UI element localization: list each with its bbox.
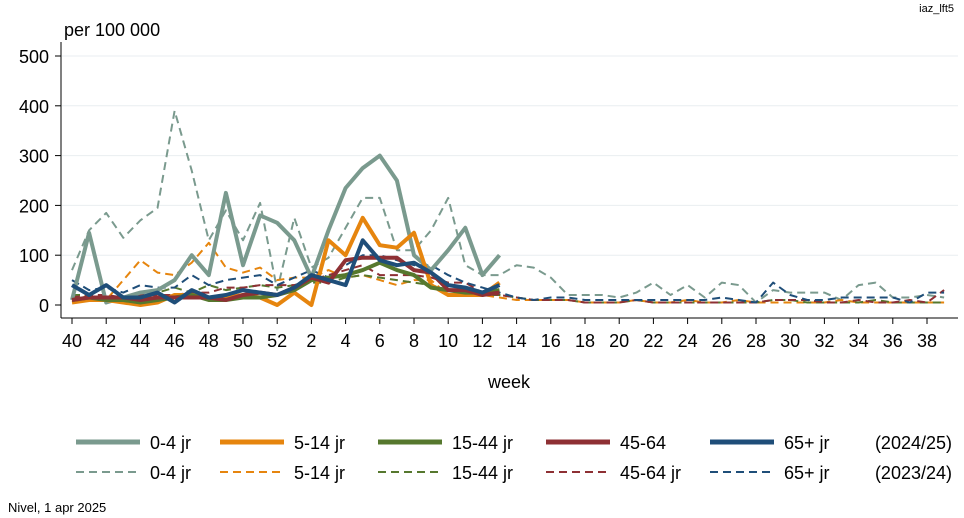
series-line-0-4-dashed [71, 109, 945, 304]
y-tick-label: 300 [19, 147, 49, 167]
legend-label: 15-44 jr [452, 463, 513, 483]
x-tick-label: 12 [472, 331, 492, 351]
legend-label: 15-44 jr [452, 433, 513, 453]
series-line-0-4-solid [70, 153, 502, 305]
x-tick-label: 30 [780, 331, 800, 351]
x-tick-label: 20 [609, 331, 629, 351]
legend-season-label: (2023/24) [875, 463, 952, 483]
x-tick-label: 44 [130, 331, 150, 351]
y-tick-label: 0 [39, 296, 49, 316]
x-tick-label: 40 [62, 331, 82, 351]
legend-label: 5-14 jr [294, 463, 345, 483]
series-line-5-14-dashed [71, 241, 945, 304]
x-tick-label: 28 [746, 331, 766, 351]
x-tick-label: 34 [849, 331, 869, 351]
legend-season-label: (2024/25) [875, 433, 952, 453]
series-line-45-64-dashed [71, 264, 945, 304]
y-tick-label: 200 [19, 196, 49, 216]
corner-tag: iaz_lft5 [919, 3, 954, 15]
legend-label: 0-4 jr [150, 463, 191, 483]
x-tick-label: 26 [712, 331, 732, 351]
series-lines [70, 109, 945, 307]
series-line-65plus-solid [70, 238, 501, 305]
y-tick-label: 100 [19, 246, 49, 266]
x-tick-label: 36 [883, 331, 903, 351]
x-tick-label: 52 [267, 331, 287, 351]
series-line-5-14-solid [71, 215, 501, 307]
legend-label: 0-4 jr [150, 433, 191, 453]
legend-label: 5-14 jr [294, 433, 345, 453]
x-tick-label: 32 [814, 331, 834, 351]
x-tick-label: 4 [341, 331, 351, 351]
x-tick-label: 50 [233, 331, 253, 351]
x-tick-label: 22 [643, 331, 663, 351]
legend-label: 45-64 jr [620, 463, 681, 483]
gridlines [62, 55, 958, 256]
y-axis-unit-label: per 100 000 [64, 20, 160, 40]
x-tick-label: 8 [409, 331, 419, 351]
legend-label: 65+ jr [784, 463, 830, 483]
footer-note: Nivel, 1 apr 2025 [8, 500, 106, 515]
x-tick-label: 46 [165, 331, 185, 351]
x-tick-label: 24 [678, 331, 698, 351]
legend-label: 45-64 [620, 433, 666, 453]
legend: 0-4 jr 5-14 jr 15-44 jr 45-64 65+ jr (2024/25… [76, 433, 952, 483]
y-tick-label: 400 [19, 97, 49, 117]
x-tick-label: 48 [199, 331, 219, 351]
x-tick-label: 14 [507, 331, 527, 351]
x-tick-label: 16 [541, 331, 561, 351]
legend-label: 65+ jr [784, 433, 830, 453]
x-tick-label: 18 [575, 331, 595, 351]
x-tick-label: 2 [306, 331, 316, 351]
x-axis-title: week [487, 372, 531, 392]
series-line-65plus-dashed [71, 254, 945, 304]
x-tick-label: 6 [375, 331, 385, 351]
y-tick-label: 500 [19, 47, 49, 67]
x-tick-label: 42 [96, 331, 116, 351]
x-tick-label: 38 [917, 331, 937, 351]
x-tick-label: 10 [438, 331, 458, 351]
